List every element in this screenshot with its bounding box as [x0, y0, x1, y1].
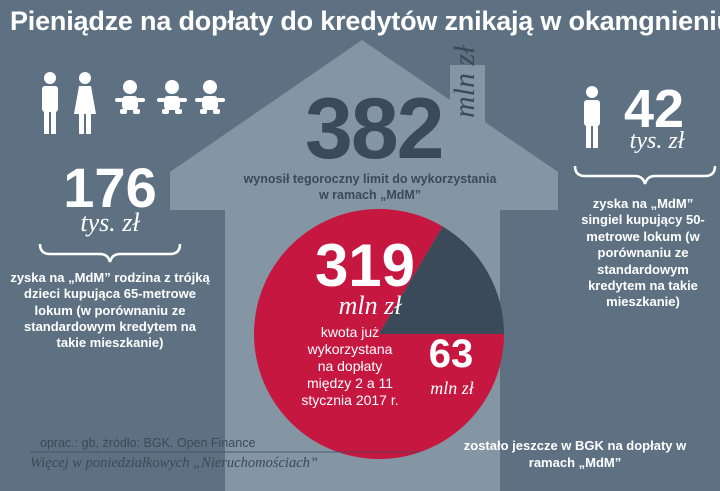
page-title: Pieniądze na dopłaty do kredytów znikają… [10, 6, 720, 36]
baby-icon [115, 80, 145, 114]
baby-icon [195, 80, 225, 114]
remaining-slice-description: zostało jeszcze w BGK na dopłaty w ramac… [463, 438, 687, 470]
total-limit-value: 382 [305, 81, 444, 177]
family-brace [38, 243, 182, 263]
family-gain-value: 176 [63, 156, 157, 219]
pie-slice-remaining [379, 226, 504, 334]
remaining-slice-unit: mln zł [430, 378, 474, 398]
source-note: oprac.: gb, źródło: BGK, Open Finance [40, 436, 256, 450]
family-gain-unit: tys. zł [80, 208, 140, 237]
woman-icon [74, 72, 96, 134]
single-gain-unit: tys. zł [629, 128, 685, 154]
man-icon [42, 72, 58, 134]
total-limit-description: wynosił tegoroczny limit do wykorzystani… [243, 172, 497, 202]
used-slice-description: kwota już wykorzystana na dopłaty między… [301, 324, 399, 409]
used-slice-value: 319 [314, 232, 416, 299]
man-icon [584, 86, 600, 148]
total-limit-unit: mln zł [448, 45, 481, 118]
remaining-slice-value: 63 [428, 332, 474, 376]
single-brace [573, 165, 717, 185]
used-slice-unit: mln zł [338, 291, 402, 320]
baby-icon [157, 80, 187, 114]
pie-chart [254, 209, 504, 459]
single-gain-value: 42 [623, 79, 685, 139]
single-gain-description: zyska na „MdM” singiel kupujący 50-metro… [581, 196, 705, 310]
family-gain-description: zyska na „MdM” rodzina z trójką dzieci k… [10, 270, 210, 350]
footnote: Więcej w poniedziałkowych „Nieruchomości… [30, 455, 318, 471]
family-icons [42, 72, 225, 134]
